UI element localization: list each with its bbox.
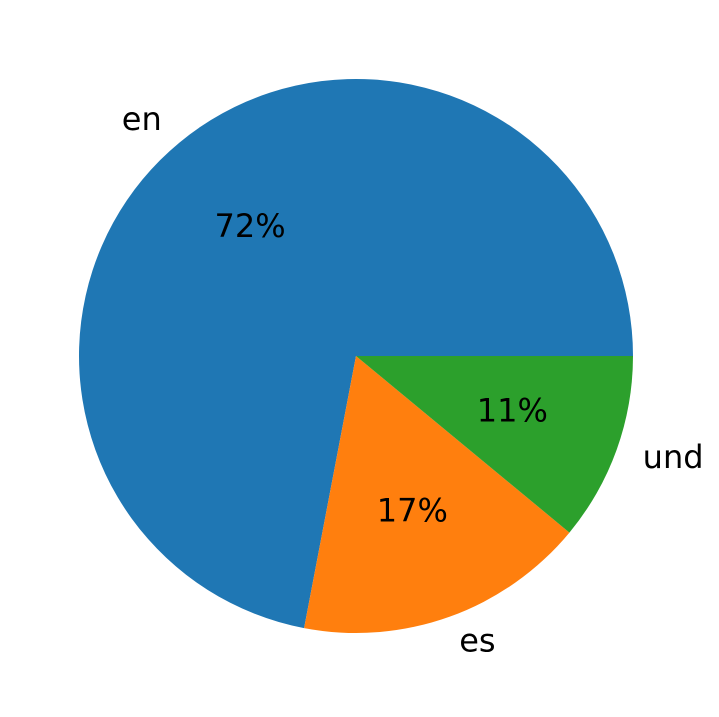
- pie-slice: [78, 78, 633, 629]
- value-label: 72%: [214, 207, 285, 245]
- value-label: 17%: [377, 491, 448, 529]
- slice-label: und: [643, 438, 704, 476]
- pie-slice: [304, 356, 570, 633]
- slice-label: es: [459, 622, 495, 660]
- slice-label: en: [122, 100, 162, 138]
- value-label: 11%: [477, 391, 548, 429]
- pie-slice: [356, 356, 633, 533]
